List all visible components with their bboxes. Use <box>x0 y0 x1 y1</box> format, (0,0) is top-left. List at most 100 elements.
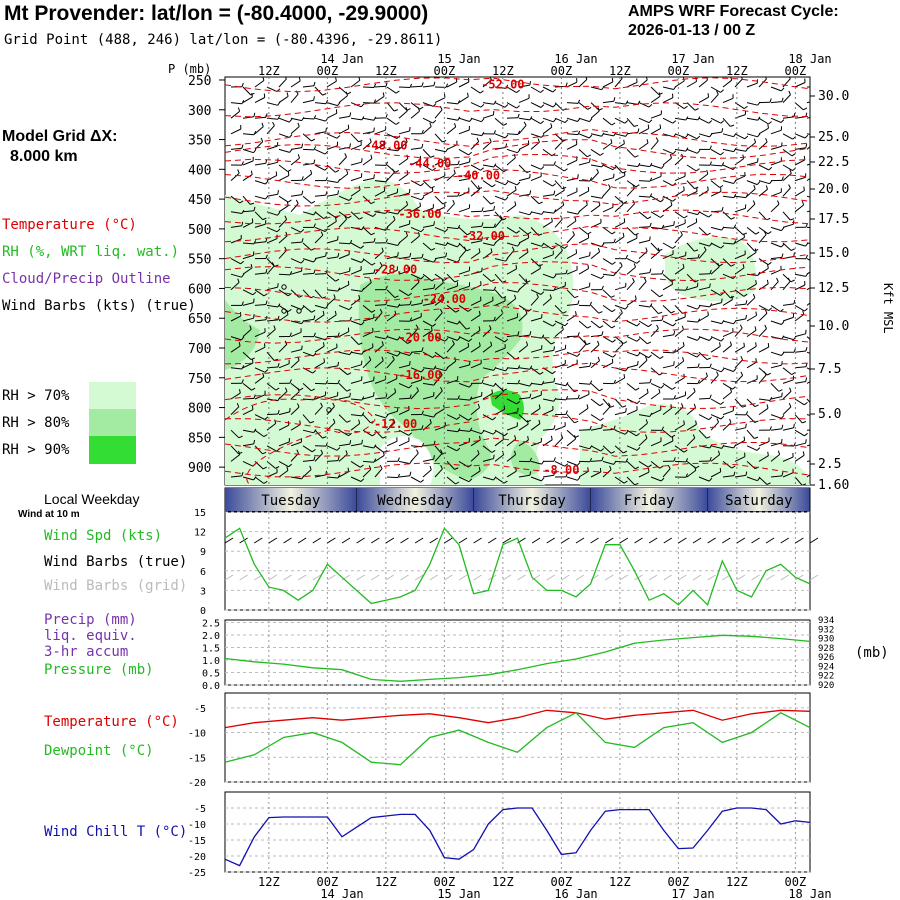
wind-barb <box>254 346 266 353</box>
wind-barb <box>326 112 338 119</box>
grid-wind-barb <box>678 574 687 581</box>
height-axis-title: Kft MSL <box>881 283 895 334</box>
wind-barb <box>710 86 721 93</box>
wind-barb <box>362 102 375 104</box>
wind-barb-flag <box>265 254 268 259</box>
wind-barb <box>782 211 791 221</box>
wind-barb-flag <box>289 271 293 276</box>
wind-barb <box>542 102 554 108</box>
wind-barb <box>770 428 782 431</box>
height-tick-label: 30.0 <box>818 89 849 104</box>
wind-barb <box>590 195 602 199</box>
wind-barb <box>506 367 519 370</box>
wind-barb-flag <box>433 455 435 460</box>
forecast-cycle-label: AMPS WRF Forecast Cycle: <box>628 3 839 20</box>
grid-wind-barb <box>561 574 570 581</box>
wind-barb-flag <box>742 154 745 159</box>
wind-barb <box>242 397 255 400</box>
wind-barb-flag <box>563 168 568 172</box>
wind-barb <box>650 175 662 182</box>
wind-barb-flag <box>743 293 748 297</box>
wind-barb <box>278 117 290 123</box>
wind-barb <box>386 336 398 341</box>
wind-barb-flag <box>577 130 581 135</box>
wind-barb <box>758 328 767 337</box>
wind-barb <box>266 304 278 308</box>
wind-barb <box>362 158 373 166</box>
wind-barb <box>386 192 398 197</box>
surface-wind-barb <box>312 537 322 544</box>
wind-barb <box>446 336 458 341</box>
wind-barb-flag <box>432 167 437 171</box>
wind-barb-flag <box>416 387 419 392</box>
wind-barb <box>686 366 699 369</box>
wind-barb <box>566 211 578 215</box>
wind-barb <box>266 351 275 361</box>
legend-wind: Wind Barbs (kts) (true) <box>2 298 196 314</box>
wind-barb-flag <box>347 91 352 95</box>
grid-wind-barb <box>809 574 819 581</box>
wind-barb <box>494 235 504 244</box>
wind-barb-flag <box>657 247 660 252</box>
wind-barb-flag <box>673 457 676 462</box>
surface-wind-barb <box>341 537 351 544</box>
surface-wind-barb <box>400 537 409 544</box>
wind-barb-flag <box>525 278 528 283</box>
wind-barb-flag <box>709 363 712 368</box>
rh80-region-b <box>225 300 260 370</box>
wind-barb-flag <box>791 372 796 376</box>
pressure-tick-label: 750 <box>188 372 211 387</box>
wind-barb-flag <box>661 269 664 275</box>
wind-barb <box>242 429 254 433</box>
wind-barb <box>746 329 757 338</box>
pressure-tick-label: 550 <box>188 253 211 268</box>
surface-wind-barb <box>795 537 804 544</box>
wind-barb-flag <box>553 377 556 383</box>
wind-barb-flag <box>636 432 640 437</box>
wind-barb <box>470 86 481 94</box>
wind-barb <box>482 242 494 246</box>
wind-barb <box>230 147 242 150</box>
wind-barb <box>350 242 361 249</box>
wind-barb-flag <box>802 310 805 315</box>
wind-barb <box>530 267 541 275</box>
wind-barb-flag <box>634 466 639 470</box>
wind-barb <box>386 422 396 431</box>
wind-barb <box>638 142 649 150</box>
wind-barb <box>794 82 806 88</box>
wind-barb <box>458 336 470 342</box>
wind-barb-flag <box>670 201 673 206</box>
wind-barb <box>386 86 397 94</box>
wind-barb-flag <box>517 242 521 247</box>
temperature-dewpoint-panel: -5-10-15-20 <box>188 693 811 789</box>
wind-barb <box>350 80 361 88</box>
wind-barb <box>806 101 810 104</box>
wind-barb-flag <box>781 227 785 231</box>
wind-barb-flag <box>311 200 316 204</box>
wind-barb <box>422 469 432 478</box>
wind-barb-flag <box>540 104 545 108</box>
wind-barb <box>434 195 444 205</box>
y-tick-label: 2.5 <box>202 619 220 630</box>
wind-barb <box>554 398 567 401</box>
wind-barb-flag <box>671 386 676 390</box>
wind-barb-flag <box>310 421 315 424</box>
surface-wind-barb <box>561 537 570 544</box>
wind-barb <box>602 226 613 235</box>
wind-barb-flag <box>708 120 713 124</box>
wind-barb-flag <box>730 217 735 220</box>
wind-barb-flag <box>409 300 412 305</box>
wind-barb <box>770 364 782 369</box>
wind-barb-flag <box>693 387 696 392</box>
grid-wind-barb <box>414 574 424 581</box>
temperature-contour <box>225 328 810 344</box>
wind-barb-flag <box>707 93 710 98</box>
wind-barb <box>410 390 419 400</box>
wind-barb-flag <box>589 362 592 367</box>
wind-barb-flag <box>790 218 795 221</box>
wind-barb <box>722 258 732 267</box>
wind-barb <box>566 303 578 306</box>
wind-barb <box>650 164 662 169</box>
wind-barb <box>230 282 240 291</box>
